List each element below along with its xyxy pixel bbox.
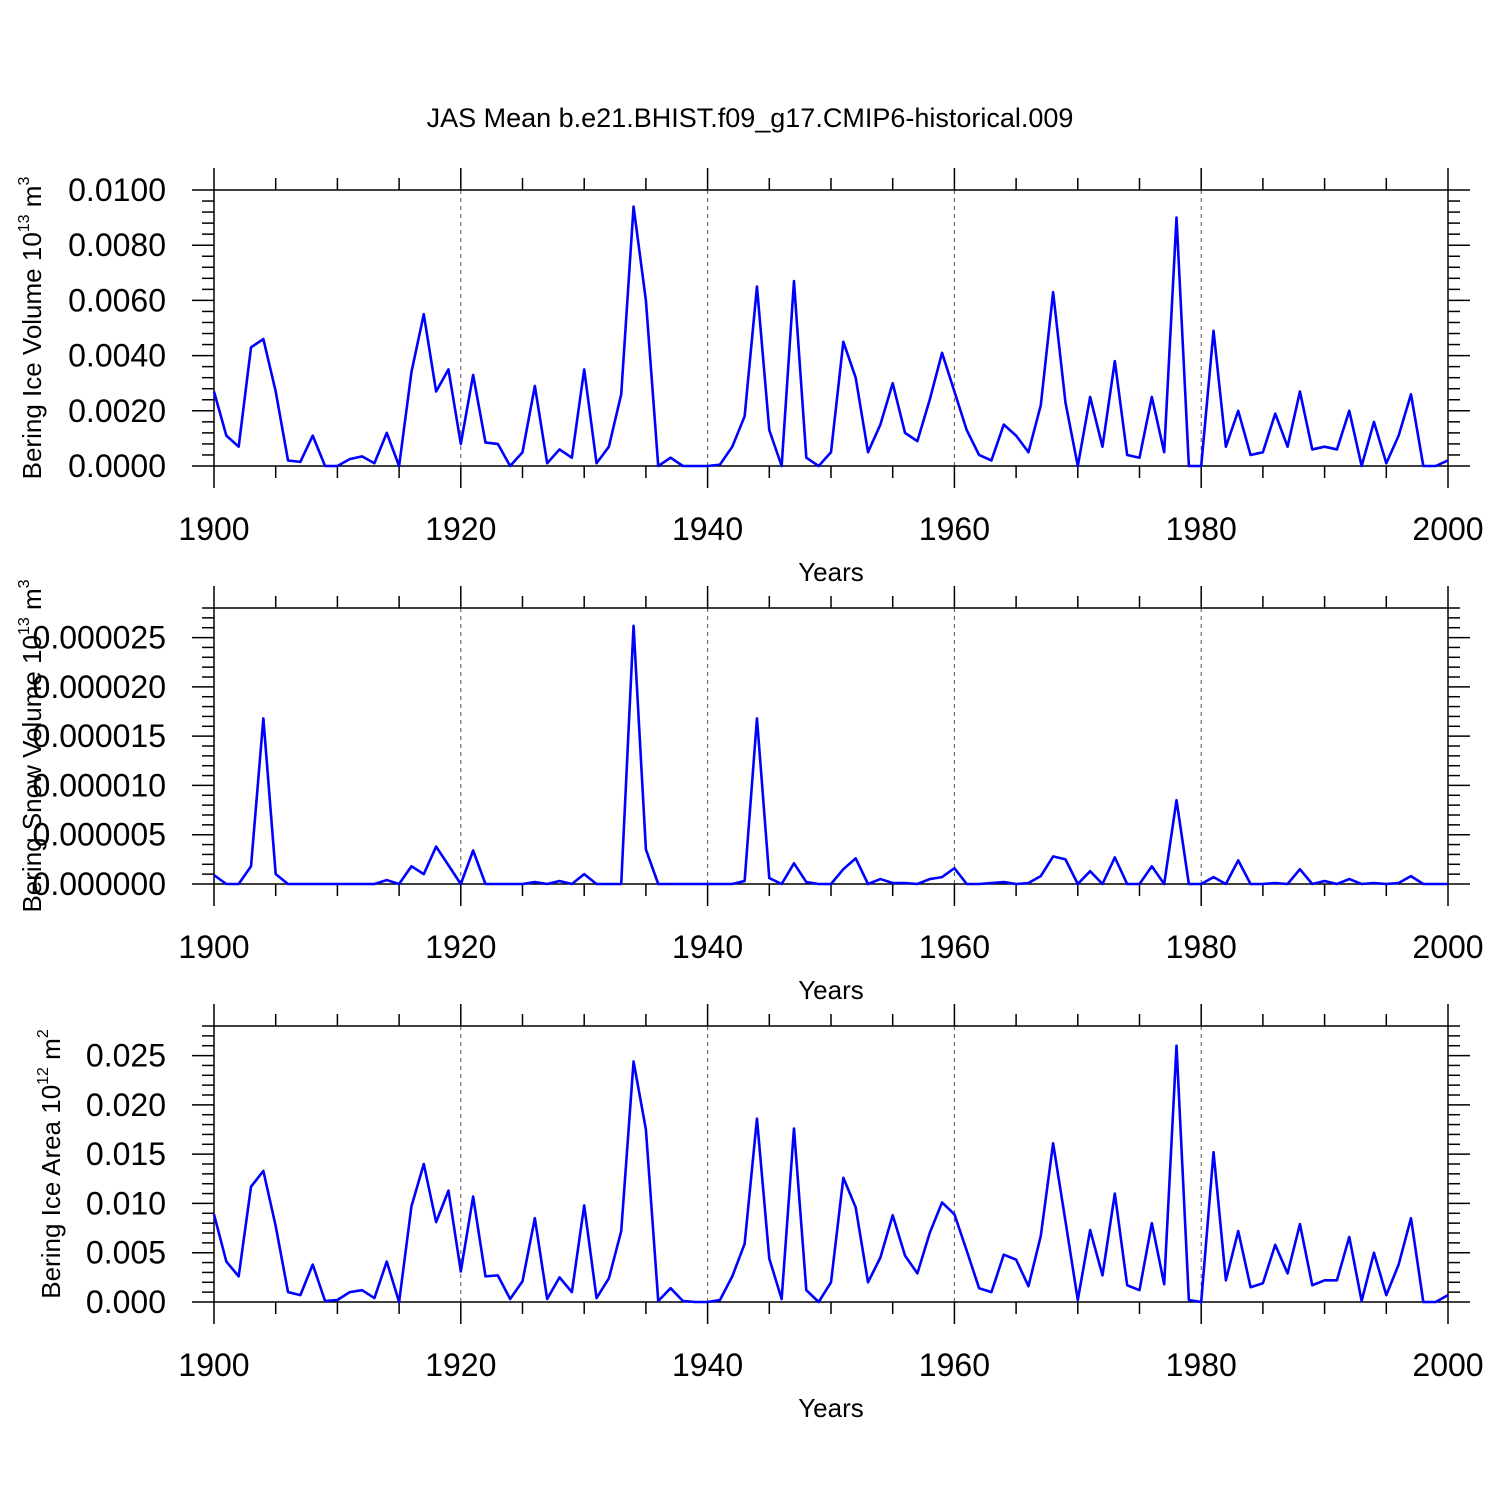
y-axis-title: Bering Snow Volume 1013 m3: [16, 579, 47, 912]
y-tick-label: 0.020: [86, 1087, 166, 1123]
x-axis-title: Years: [798, 557, 864, 587]
x-tick-label: 1960: [919, 511, 990, 547]
x-tick-label: 1900: [178, 1347, 249, 1383]
y-tick-label: 0.000020: [33, 669, 166, 705]
x-axis-title: Years: [798, 1393, 864, 1423]
x-tick-label: 2000: [1412, 1347, 1483, 1383]
y-axis-title-exponent: 13: [16, 617, 33, 635]
y-tick-label: 0.0040: [68, 338, 166, 374]
y-tick-label: 0.000000: [33, 866, 166, 902]
y-tick-label: 0.025: [86, 1038, 166, 1074]
y-axis-title-unit-exponent: 3: [16, 579, 33, 588]
y-tick-label: 0.000: [86, 1284, 166, 1320]
chart-panel-1: 1900 1920 1940 1960 1980 2000 0.0000 0.0020 0.00…: [16, 168, 1484, 587]
x-tick-label: 1940: [672, 511, 743, 547]
y-tick-label: 0.000010: [33, 767, 166, 803]
y-axis-title-unit: m: [17, 186, 47, 215]
y-axis-title-unit: m: [17, 588, 47, 617]
y-axis-title-unit-exponent: 3: [16, 177, 33, 186]
x-tick-label: 1940: [672, 1347, 743, 1383]
x-tick-label: 1980: [1166, 1347, 1237, 1383]
y-axis-title: Bering Ice Area 1012 m2: [35, 1029, 66, 1299]
x-tick-label: 1940: [672, 929, 743, 965]
x-tick-label: 1920: [425, 1347, 496, 1383]
y-tick-label: 0.015: [86, 1136, 166, 1172]
x-tick-label: 2000: [1412, 511, 1483, 547]
chart-panel-2: 1900 1920 1940 1960 1980 2000 0.000000 0.000005…: [16, 579, 1484, 1005]
x-tick-label: 2000: [1412, 929, 1483, 965]
y-tick-label: 0.0020: [68, 393, 166, 429]
y-tick-label: 0.010: [86, 1185, 166, 1221]
y-axis-title-exponent: 13: [16, 214, 33, 232]
x-tick-label: 1920: [425, 511, 496, 547]
chart-title: JAS Mean b.e21.BHIST.f09_g17.CMIP6-histo…: [427, 103, 1074, 133]
y-tick-label: 0.0100: [68, 172, 166, 208]
y-axis-title-exponent: 12: [35, 1067, 52, 1085]
y-tick-label: 0.000015: [33, 718, 166, 754]
y-tick-label: 0.0000: [68, 448, 166, 484]
x-tick-label: 1900: [178, 929, 249, 965]
y-axis-title-unit-exponent: 2: [35, 1029, 52, 1038]
x-tick-label: 1960: [919, 929, 990, 965]
x-tick-label: 1900: [178, 511, 249, 547]
y-axis-title-text: Bering Ice Volume 10: [17, 232, 47, 479]
x-tick-label: 1920: [425, 929, 496, 965]
x-axis-title: Years: [798, 975, 864, 1005]
y-tick-label: 0.005: [86, 1235, 166, 1271]
y-tick-label: 0.0080: [68, 227, 166, 263]
x-tick-label: 1980: [1166, 511, 1237, 547]
x-tick-label: 1960: [919, 1347, 990, 1383]
y-axis-title-text: Bering Ice Area 10: [36, 1085, 66, 1299]
panels: 1900 1920 1940 1960 1980 2000 0.0000 0.0020 0.00…: [16, 168, 1484, 1423]
chart-panel-3: 1900 1920 1940 1960 1980 2000 0.000 0.005 0.010 0…: [35, 1004, 1484, 1423]
series-line: [212, 1044, 1449, 1304]
series-line: [213, 624, 1448, 886]
y-axis-title: Bering Ice Volume 1013 m3: [16, 177, 47, 480]
y-axis-title-unit: m: [36, 1038, 66, 1067]
y-tick-label: 0.000025: [33, 620, 166, 656]
series-line: [212, 205, 1449, 468]
y-axis-title-text: Bering Snow Volume 10: [17, 635, 47, 913]
y-tick-label: 0.000005: [33, 817, 166, 853]
x-tick-label: 1980: [1166, 929, 1237, 965]
y-tick-label: 0.0060: [68, 282, 166, 318]
